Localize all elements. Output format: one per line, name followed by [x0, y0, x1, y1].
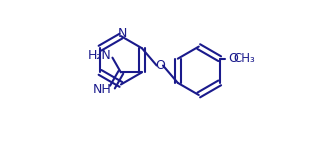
Text: O: O — [155, 59, 165, 72]
Text: CH₃: CH₃ — [233, 52, 255, 65]
Text: NH: NH — [93, 83, 111, 96]
Text: O: O — [228, 52, 238, 65]
Text: N: N — [117, 27, 127, 40]
Text: H₂N: H₂N — [88, 49, 111, 62]
